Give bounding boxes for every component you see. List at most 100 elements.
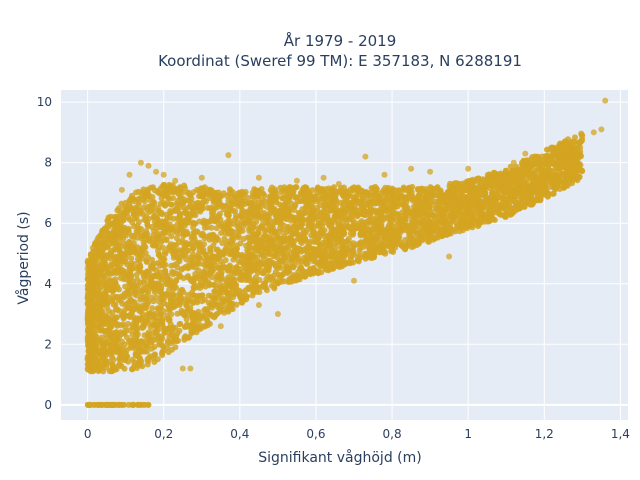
data-point — [142, 337, 149, 344]
data-point — [148, 339, 155, 346]
data-point — [187, 304, 194, 311]
data-point — [446, 183, 453, 190]
data-point — [347, 256, 354, 263]
data-point — [170, 338, 177, 345]
data-point — [179, 286, 186, 293]
data-point — [184, 247, 191, 254]
data-point — [149, 256, 155, 263]
data-point — [464, 209, 471, 216]
data-point — [101, 281, 108, 288]
data-point — [502, 189, 509, 196]
data-point — [167, 189, 174, 196]
data-point — [222, 276, 229, 283]
data-point — [117, 258, 124, 264]
data-point — [94, 252, 101, 259]
data-point — [142, 230, 149, 237]
data-point — [424, 226, 431, 233]
data-point — [520, 193, 527, 200]
data-point — [298, 215, 305, 222]
data-point — [169, 225, 176, 232]
data-point — [240, 235, 247, 242]
data-point — [202, 251, 209, 258]
data-point — [415, 219, 422, 226]
data-point — [200, 193, 207, 200]
data-point — [261, 192, 268, 199]
data-point — [249, 238, 256, 245]
data-point — [174, 264, 181, 271]
data-point — [126, 298, 133, 305]
data-point — [119, 338, 125, 345]
data-point — [310, 245, 317, 252]
data-point — [540, 157, 547, 164]
data-point — [195, 259, 201, 266]
data-point — [203, 261, 210, 268]
data-point — [99, 262, 106, 269]
data-point — [262, 267, 269, 273]
data-point — [187, 322, 194, 329]
data-point — [133, 189, 139, 196]
data-point — [153, 294, 160, 301]
data-point — [176, 302, 183, 308]
data-point — [311, 195, 318, 202]
data-point — [190, 245, 196, 252]
data-point — [491, 194, 498, 201]
data-point — [142, 192, 149, 198]
data-point — [144, 343, 151, 350]
data-point — [459, 227, 466, 234]
data-point — [488, 212, 495, 219]
data-point — [309, 268, 316, 275]
data-point — [574, 144, 581, 151]
data-point — [261, 281, 268, 288]
data-point — [335, 260, 342, 267]
data-point — [159, 191, 166, 198]
data-point — [257, 267, 264, 274]
data-point — [178, 194, 184, 201]
data-point — [479, 176, 486, 183]
data-point — [125, 320, 131, 327]
data-point — [526, 183, 533, 190]
data-point — [378, 223, 385, 230]
data-point — [160, 199, 167, 206]
data-point — [107, 351, 114, 358]
data-point — [151, 213, 158, 220]
data-point — [168, 201, 175, 208]
data-point — [303, 261, 310, 267]
data-point — [290, 264, 297, 271]
data-point — [346, 206, 353, 213]
data-point — [276, 273, 283, 280]
data-point — [223, 192, 230, 199]
data-point — [536, 177, 543, 184]
data-point — [545, 158, 552, 165]
data-point — [420, 213, 427, 220]
data-point — [121, 224, 128, 231]
data-point — [180, 228, 187, 235]
data-point — [242, 287, 249, 294]
data-point — [269, 192, 276, 199]
data-point — [247, 266, 254, 273]
data-point — [95, 238, 102, 245]
data-point — [315, 268, 322, 275]
data-point — [174, 208, 181, 214]
data-point — [268, 275, 275, 281]
data-point — [230, 201, 236, 208]
data-point — [439, 220, 446, 227]
data-point — [356, 200, 363, 207]
data-point — [182, 185, 188, 192]
data-point — [220, 302, 227, 309]
data-point — [433, 189, 440, 196]
data-point — [522, 169, 528, 176]
data-point — [122, 353, 129, 360]
data-point — [213, 285, 220, 292]
data-point — [317, 262, 324, 269]
data-point — [555, 165, 561, 172]
data-point — [124, 240, 131, 247]
data-point — [142, 217, 149, 224]
data-point — [298, 248, 305, 255]
data-point — [104, 287, 110, 294]
data-point — [146, 270, 153, 277]
data-point — [195, 267, 202, 274]
data-point — [188, 257, 195, 264]
data-point — [253, 235, 260, 241]
data-point — [156, 339, 163, 346]
